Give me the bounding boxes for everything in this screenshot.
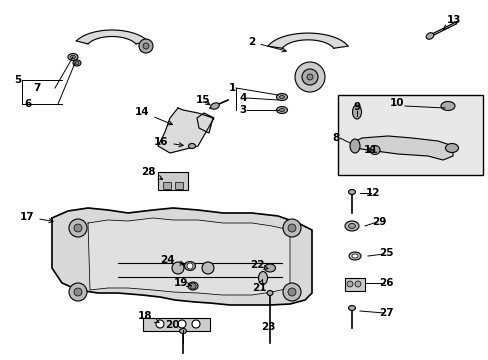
Polygon shape	[351, 136, 452, 160]
Ellipse shape	[276, 94, 287, 100]
Text: 5: 5	[14, 75, 21, 85]
Text: 14: 14	[134, 107, 172, 125]
Circle shape	[190, 283, 196, 289]
Ellipse shape	[73, 60, 81, 66]
Text: 27: 27	[378, 308, 392, 318]
Ellipse shape	[187, 282, 198, 290]
Text: 2: 2	[248, 37, 285, 52]
Ellipse shape	[276, 107, 287, 113]
Circle shape	[287, 288, 295, 296]
Circle shape	[306, 74, 312, 80]
Circle shape	[346, 281, 352, 287]
Text: 25: 25	[378, 248, 392, 258]
Bar	[163, 182, 171, 189]
Text: 17: 17	[20, 212, 53, 223]
Ellipse shape	[445, 144, 458, 153]
Ellipse shape	[348, 189, 355, 194]
Ellipse shape	[210, 103, 219, 109]
Text: 28: 28	[141, 167, 162, 179]
Ellipse shape	[426, 33, 433, 39]
Ellipse shape	[345, 221, 358, 231]
Text: 26: 26	[378, 278, 392, 288]
Text: 20: 20	[164, 320, 179, 330]
Bar	[345, 278, 364, 291]
Ellipse shape	[369, 145, 379, 154]
Text: 19: 19	[173, 278, 191, 288]
Text: 22: 22	[249, 260, 267, 270]
Circle shape	[172, 262, 183, 274]
Text: 11: 11	[363, 145, 378, 155]
Circle shape	[142, 43, 149, 49]
Polygon shape	[158, 108, 214, 153]
Polygon shape	[429, 21, 457, 37]
Circle shape	[302, 69, 317, 85]
Ellipse shape	[266, 291, 272, 296]
Circle shape	[74, 224, 82, 232]
Bar	[158, 172, 187, 190]
Circle shape	[283, 283, 301, 301]
Text: 9: 9	[353, 102, 360, 112]
Circle shape	[354, 281, 360, 287]
Circle shape	[156, 320, 163, 328]
Circle shape	[186, 263, 193, 269]
Text: 12: 12	[365, 188, 380, 198]
Polygon shape	[76, 30, 147, 44]
Ellipse shape	[351, 254, 357, 258]
Text: 10: 10	[389, 98, 404, 108]
Text: 4: 4	[239, 93, 246, 103]
Circle shape	[69, 219, 87, 237]
Text: 21: 21	[251, 280, 265, 293]
Ellipse shape	[348, 252, 360, 260]
Text: 6: 6	[24, 99, 32, 109]
Bar	[175, 182, 183, 189]
Circle shape	[294, 62, 325, 92]
Text: 8: 8	[332, 133, 339, 143]
Text: 23: 23	[260, 322, 275, 332]
Text: 1: 1	[228, 83, 235, 93]
Ellipse shape	[348, 224, 355, 229]
Text: 24: 24	[160, 255, 184, 265]
Text: 18: 18	[138, 311, 159, 323]
Ellipse shape	[264, 264, 275, 272]
Ellipse shape	[349, 139, 359, 153]
Circle shape	[192, 320, 200, 328]
Ellipse shape	[352, 105, 361, 119]
Circle shape	[178, 320, 185, 328]
Circle shape	[139, 39, 153, 53]
Polygon shape	[88, 218, 289, 295]
Circle shape	[69, 283, 87, 301]
Ellipse shape	[258, 271, 267, 284]
Text: 7: 7	[33, 83, 41, 93]
Circle shape	[202, 262, 214, 274]
Ellipse shape	[279, 95, 284, 99]
Ellipse shape	[279, 108, 284, 112]
Text: 29: 29	[371, 217, 386, 227]
Bar	[337, 95, 482, 175]
Polygon shape	[52, 208, 311, 305]
Ellipse shape	[184, 261, 195, 270]
Ellipse shape	[440, 102, 454, 111]
Ellipse shape	[348, 306, 355, 310]
Circle shape	[74, 288, 82, 296]
Text: 16: 16	[153, 137, 183, 147]
Circle shape	[283, 219, 301, 237]
Ellipse shape	[68, 54, 78, 60]
Polygon shape	[267, 33, 347, 48]
Ellipse shape	[70, 55, 75, 59]
Text: 15: 15	[195, 95, 210, 105]
Circle shape	[287, 224, 295, 232]
Text: 13: 13	[443, 15, 460, 30]
Ellipse shape	[188, 144, 195, 149]
Text: 3: 3	[239, 105, 246, 115]
Bar	[142, 318, 209, 331]
Ellipse shape	[75, 62, 79, 64]
Ellipse shape	[179, 328, 186, 333]
